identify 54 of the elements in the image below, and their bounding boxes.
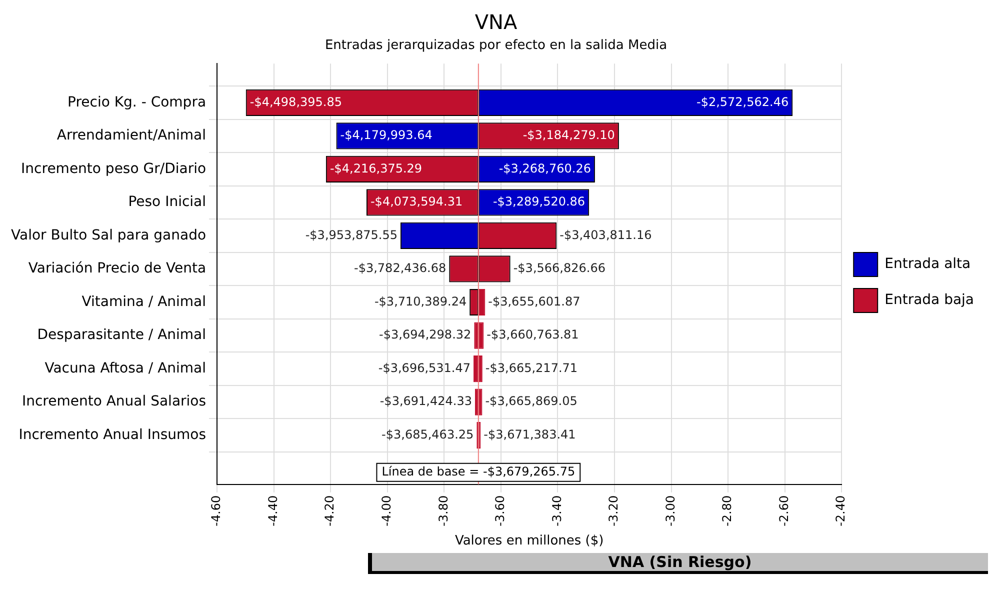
annotation: -$3,566,826.66	[513, 261, 606, 276]
annotation: -$3,691,424.33	[380, 394, 472, 408]
x-tick-label: -3.40	[550, 495, 564, 526]
annotation: -$3,665,869.05	[485, 394, 578, 408]
y-tick-label: Precio Kg. - Compra	[68, 94, 206, 110]
bar	[478, 322, 484, 349]
x-tick-label: -3.60	[493, 495, 508, 526]
x-tick-label: -4.00	[379, 495, 394, 526]
x-tick-label: -3.00	[663, 495, 678, 526]
legend-label: Entrada alta	[884, 256, 971, 272]
x-tick-label: -2.60	[776, 495, 791, 526]
annotation: -$3,953,875.55	[305, 228, 398, 242]
annotation: -$3,289,520.86	[492, 194, 586, 209]
x-tick-label: -4.60	[209, 495, 224, 526]
annotation: -$4,179,993.64	[340, 128, 432, 142]
annotation: -$3,710,389.24	[374, 294, 467, 308]
y-tick-label: Valor Bulto Sal para ganado	[11, 227, 206, 244]
x-tick-label: -3.80	[436, 495, 450, 526]
y-tick-label: Incremento peso Gr/Diario	[21, 160, 206, 177]
x-tick-label: -4.20	[322, 495, 337, 526]
annotation: -$3,671,383.41	[484, 427, 576, 442]
annotation: -$3,685,463.25	[382, 427, 474, 442]
y-tick-label: Vitamina / Animal	[82, 294, 206, 310]
x-axis-title: Valores en millones ($)	[454, 534, 604, 549]
annotation: -$4,216,375.29	[330, 161, 422, 176]
ref-line-label: Línea de base = -$3,679,265.75	[382, 464, 576, 478]
annotation: -$2,572,562.46	[696, 94, 789, 109]
y-tick-label: Variación Precio de Venta	[28, 260, 206, 277]
x-tick-label: -2.40	[834, 495, 848, 526]
text: VNA (Sin Riesgo)	[368, 553, 988, 574]
annotation: -$4,498,395.85	[250, 94, 342, 109]
annotation: -$4,073,594.31	[370, 194, 463, 209]
annotation: -$3,782,436.68	[354, 261, 446, 276]
y-tick-label: Peso Inicial	[128, 194, 206, 210]
chart-subtitle: Entradas jerarquizadas por efecto en la salida Media	[324, 38, 668, 54]
annotation: -$3,403,811.16	[560, 228, 652, 242]
annotation: -$3,655,601.87	[488, 294, 580, 308]
legend-label: Entrada baja	[884, 292, 974, 308]
annotation: -$3,696,531.47	[378, 360, 471, 375]
y-tick-label: Vacuna Aftosa / Animal	[44, 360, 206, 376]
annotation: -$3,665,217.71	[485, 360, 578, 375]
annotation: -$3,694,298.32	[379, 328, 472, 342]
y-tick-label: Desparasitante / Animal	[37, 327, 206, 344]
annotation: -$3,268,760.26	[498, 161, 591, 176]
annotation: -$3,184,279.10	[522, 128, 615, 142]
y-tick-label: Incremento Anual Insumos	[18, 426, 206, 443]
bar	[474, 355, 478, 382]
x-tick-label: -3.20	[606, 495, 621, 526]
x-tick-label: -2.80	[720, 495, 734, 526]
x-tick-label: -4.40	[266, 495, 280, 526]
y-tick-label: Incremento Anual Salarios	[22, 394, 206, 410]
annotation: -$3,660,763.81	[486, 328, 579, 342]
chart-title: VNA	[474, 10, 518, 34]
y-tick-label: Arrendamient/Animal	[56, 128, 206, 144]
